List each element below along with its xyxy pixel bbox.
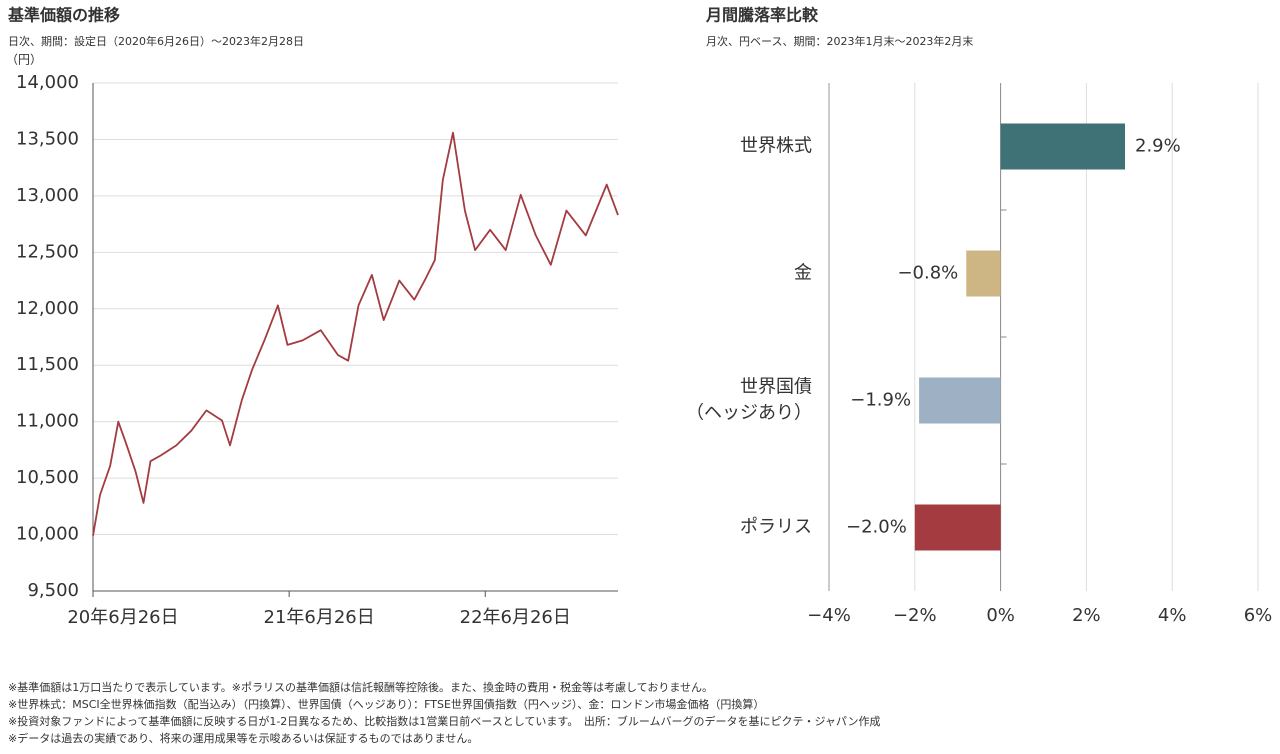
bar bbox=[914, 504, 1001, 551]
category-label: 金 bbox=[794, 263, 812, 284]
x-tick-label: 2% bbox=[1072, 605, 1101, 626]
category-label: ポラリス bbox=[740, 517, 812, 538]
value-label: 2.9% bbox=[1135, 136, 1181, 157]
category-label: 世界株式 bbox=[740, 136, 812, 157]
x-tick-label: 20年6月26日 bbox=[67, 607, 178, 628]
y-tick-label: 12,000 bbox=[16, 298, 79, 319]
y-tick-label: 13,000 bbox=[16, 185, 79, 206]
footnote: ※投資対象ファンドによって基準価額に反映する日が1-2日異なるため、比較指数は1… bbox=[8, 714, 881, 728]
y-tick-label: 11,500 bbox=[16, 354, 79, 375]
x-tick-label: 0% bbox=[986, 605, 1015, 626]
x-tick-label: −4% bbox=[807, 605, 851, 626]
footnote: ※データは過去の実績であり、将来の運用成果等を示唆あるいは保証するものではありま… bbox=[8, 731, 478, 745]
x-tick-label: 21年6月26日 bbox=[264, 607, 375, 628]
category-label-line: 金 bbox=[794, 263, 812, 284]
bar bbox=[919, 377, 1001, 424]
y-tick-label: 10,500 bbox=[16, 467, 79, 488]
y-axis-label: （円） bbox=[6, 53, 42, 67]
x-tick-label: 6% bbox=[1244, 605, 1273, 626]
y-tick-label: 13,500 bbox=[16, 128, 79, 149]
value-label: −1.9% bbox=[850, 390, 911, 411]
footnote: ※世界株式：MSCI全世界株価指数（配当込み）（円換算）、世界国債（ヘッジあり）… bbox=[8, 697, 764, 711]
y-tick-label: 10,000 bbox=[16, 524, 79, 545]
footnote: ※基準価額は1万口当たりで表示しています。※ポラリスの基準価額は信託報酬等控除後… bbox=[8, 680, 713, 694]
value-label: −2.0% bbox=[846, 517, 907, 538]
x-tick-label: 22年6月26日 bbox=[460, 607, 571, 628]
y-tick-label: 11,000 bbox=[16, 411, 79, 432]
bar bbox=[1000, 123, 1126, 170]
category-label-line: ポラリス bbox=[740, 517, 812, 538]
category-label: 世界国債 （ヘッジあり） bbox=[686, 377, 812, 424]
y-tick-label: 14,000 bbox=[16, 72, 79, 93]
value-label: −0.8% bbox=[897, 263, 958, 284]
line-subtitle: 日次、期間：設定日（2020年6月26日）～2023年2月28日 bbox=[8, 34, 304, 48]
x-tick-label: 4% bbox=[1158, 605, 1187, 626]
line-title: 基準価額の推移 bbox=[7, 6, 120, 25]
x-tick-label: −2% bbox=[893, 605, 937, 626]
category-label-line: （ヘッジあり） bbox=[686, 403, 812, 424]
category-label-line: 世界国債 bbox=[740, 377, 812, 398]
y-tick-label: 9,500 bbox=[27, 580, 79, 601]
bar-title: 月間騰落率比較 bbox=[705, 6, 819, 25]
nav-line bbox=[92, 131, 619, 536]
category-label-line: 世界株式 bbox=[740, 136, 812, 157]
bar-subtitle: 月次、円ベース、期間：2023年1月末～2023年2月末 bbox=[706, 34, 973, 48]
bar bbox=[966, 250, 1001, 297]
y-tick-label: 12,500 bbox=[16, 241, 79, 262]
